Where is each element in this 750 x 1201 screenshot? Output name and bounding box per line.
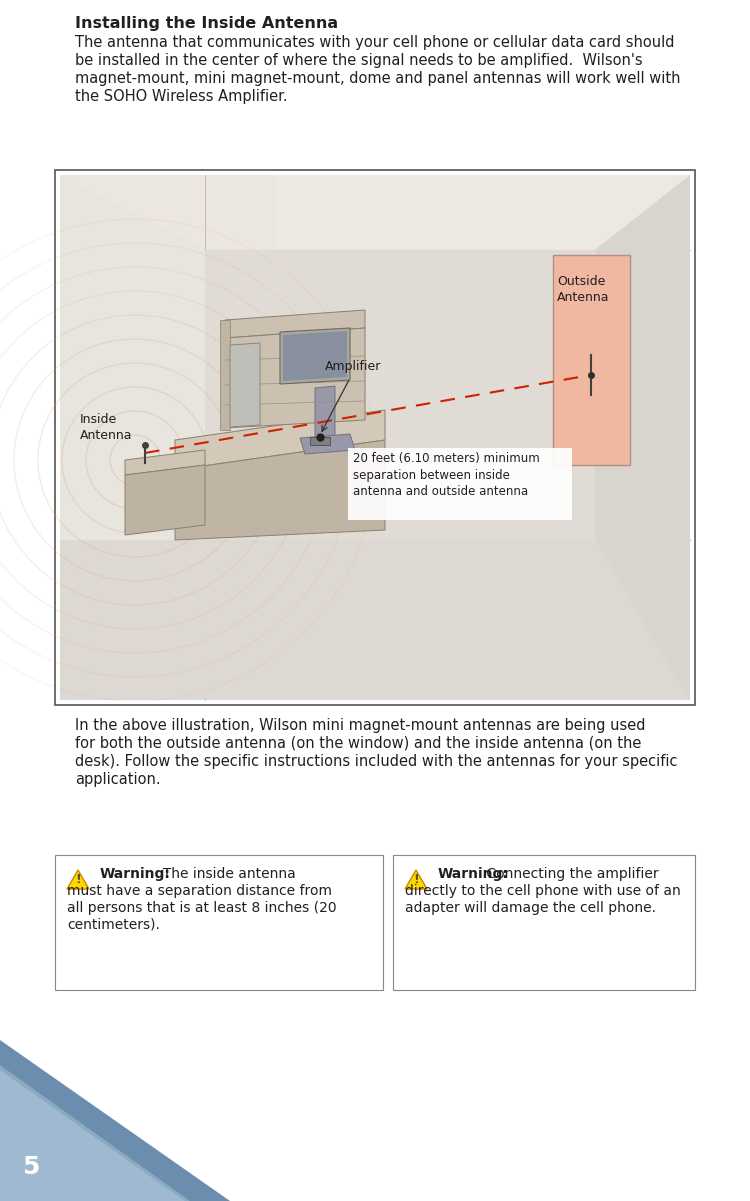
- Polygon shape: [60, 175, 205, 700]
- Text: !: !: [413, 873, 419, 886]
- Polygon shape: [125, 465, 205, 534]
- Text: desk). Follow the specific instructions included with the antennas for your spec: desk). Follow the specific instructions …: [75, 754, 677, 769]
- Polygon shape: [595, 175, 690, 700]
- Bar: [55, 855, 383, 990]
- Polygon shape: [60, 175, 690, 259]
- Polygon shape: [60, 540, 690, 700]
- Polygon shape: [225, 328, 365, 428]
- Text: !: !: [75, 873, 81, 886]
- Text: for both the outside antenna (on the window) and the inside antenna (on the: for both the outside antenna (on the win…: [75, 736, 641, 751]
- Text: directly to the cell phone with use of an: directly to the cell phone with use of a…: [405, 884, 681, 898]
- Text: Installing the Inside Antenna: Installing the Inside Antenna: [75, 16, 338, 31]
- Bar: [310, 437, 330, 446]
- Bar: [553, 255, 630, 465]
- Text: Warning:: Warning:: [438, 867, 509, 882]
- Text: the SOHO Wireless Amplifier.: the SOHO Wireless Amplifier.: [75, 89, 288, 104]
- Bar: [55, 171, 695, 705]
- Polygon shape: [205, 250, 595, 540]
- Text: be installed in the center of where the signal needs to be amplified.  Wilson's: be installed in the center of where the …: [75, 53, 643, 68]
- Text: Connecting the amplifier: Connecting the amplifier: [482, 867, 658, 882]
- Text: The inside antenna: The inside antenna: [154, 867, 296, 882]
- Text: In the above illustration, Wilson mini magnet-mount antennas are being used: In the above illustration, Wilson mini m…: [75, 718, 646, 733]
- FancyBboxPatch shape: [348, 448, 572, 520]
- Polygon shape: [315, 386, 335, 442]
- Polygon shape: [0, 1065, 190, 1201]
- Polygon shape: [225, 310, 365, 337]
- Text: Amplifier: Amplifier: [325, 360, 381, 374]
- Text: centimeters).: centimeters).: [67, 918, 160, 932]
- Text: Outside
Antenna: Outside Antenna: [557, 275, 610, 304]
- Text: Inside
Antenna: Inside Antenna: [80, 413, 133, 442]
- Text: adapter will damage the cell phone.: adapter will damage the cell phone.: [405, 901, 656, 915]
- Polygon shape: [67, 870, 89, 889]
- Text: 20 feet (6.10 meters) minimum
separation between inside
antenna and outside ante: 20 feet (6.10 meters) minimum separation…: [353, 452, 540, 498]
- Polygon shape: [230, 343, 260, 428]
- Polygon shape: [175, 440, 385, 540]
- Text: The antenna that communicates with your cell phone or cellular data card should: The antenna that communicates with your …: [75, 35, 674, 50]
- Polygon shape: [60, 175, 690, 700]
- Polygon shape: [125, 450, 205, 476]
- Polygon shape: [220, 319, 230, 430]
- Polygon shape: [0, 1070, 185, 1201]
- Text: application.: application.: [75, 772, 160, 787]
- Polygon shape: [300, 434, 355, 454]
- Text: magnet-mount, mini magnet-mount, dome and panel antennas will work well with: magnet-mount, mini magnet-mount, dome an…: [75, 71, 680, 86]
- Polygon shape: [0, 1040, 230, 1201]
- Polygon shape: [175, 410, 385, 470]
- Polygon shape: [60, 175, 275, 700]
- Text: must have a separation distance from: must have a separation distance from: [67, 884, 332, 898]
- Bar: [393, 855, 695, 990]
- Polygon shape: [283, 331, 347, 381]
- Text: Warning:: Warning:: [100, 867, 171, 882]
- Polygon shape: [405, 870, 427, 889]
- Text: all persons that is at least 8 inches (20: all persons that is at least 8 inches (2…: [67, 901, 337, 915]
- Text: 5: 5: [22, 1155, 39, 1179]
- Polygon shape: [280, 328, 350, 384]
